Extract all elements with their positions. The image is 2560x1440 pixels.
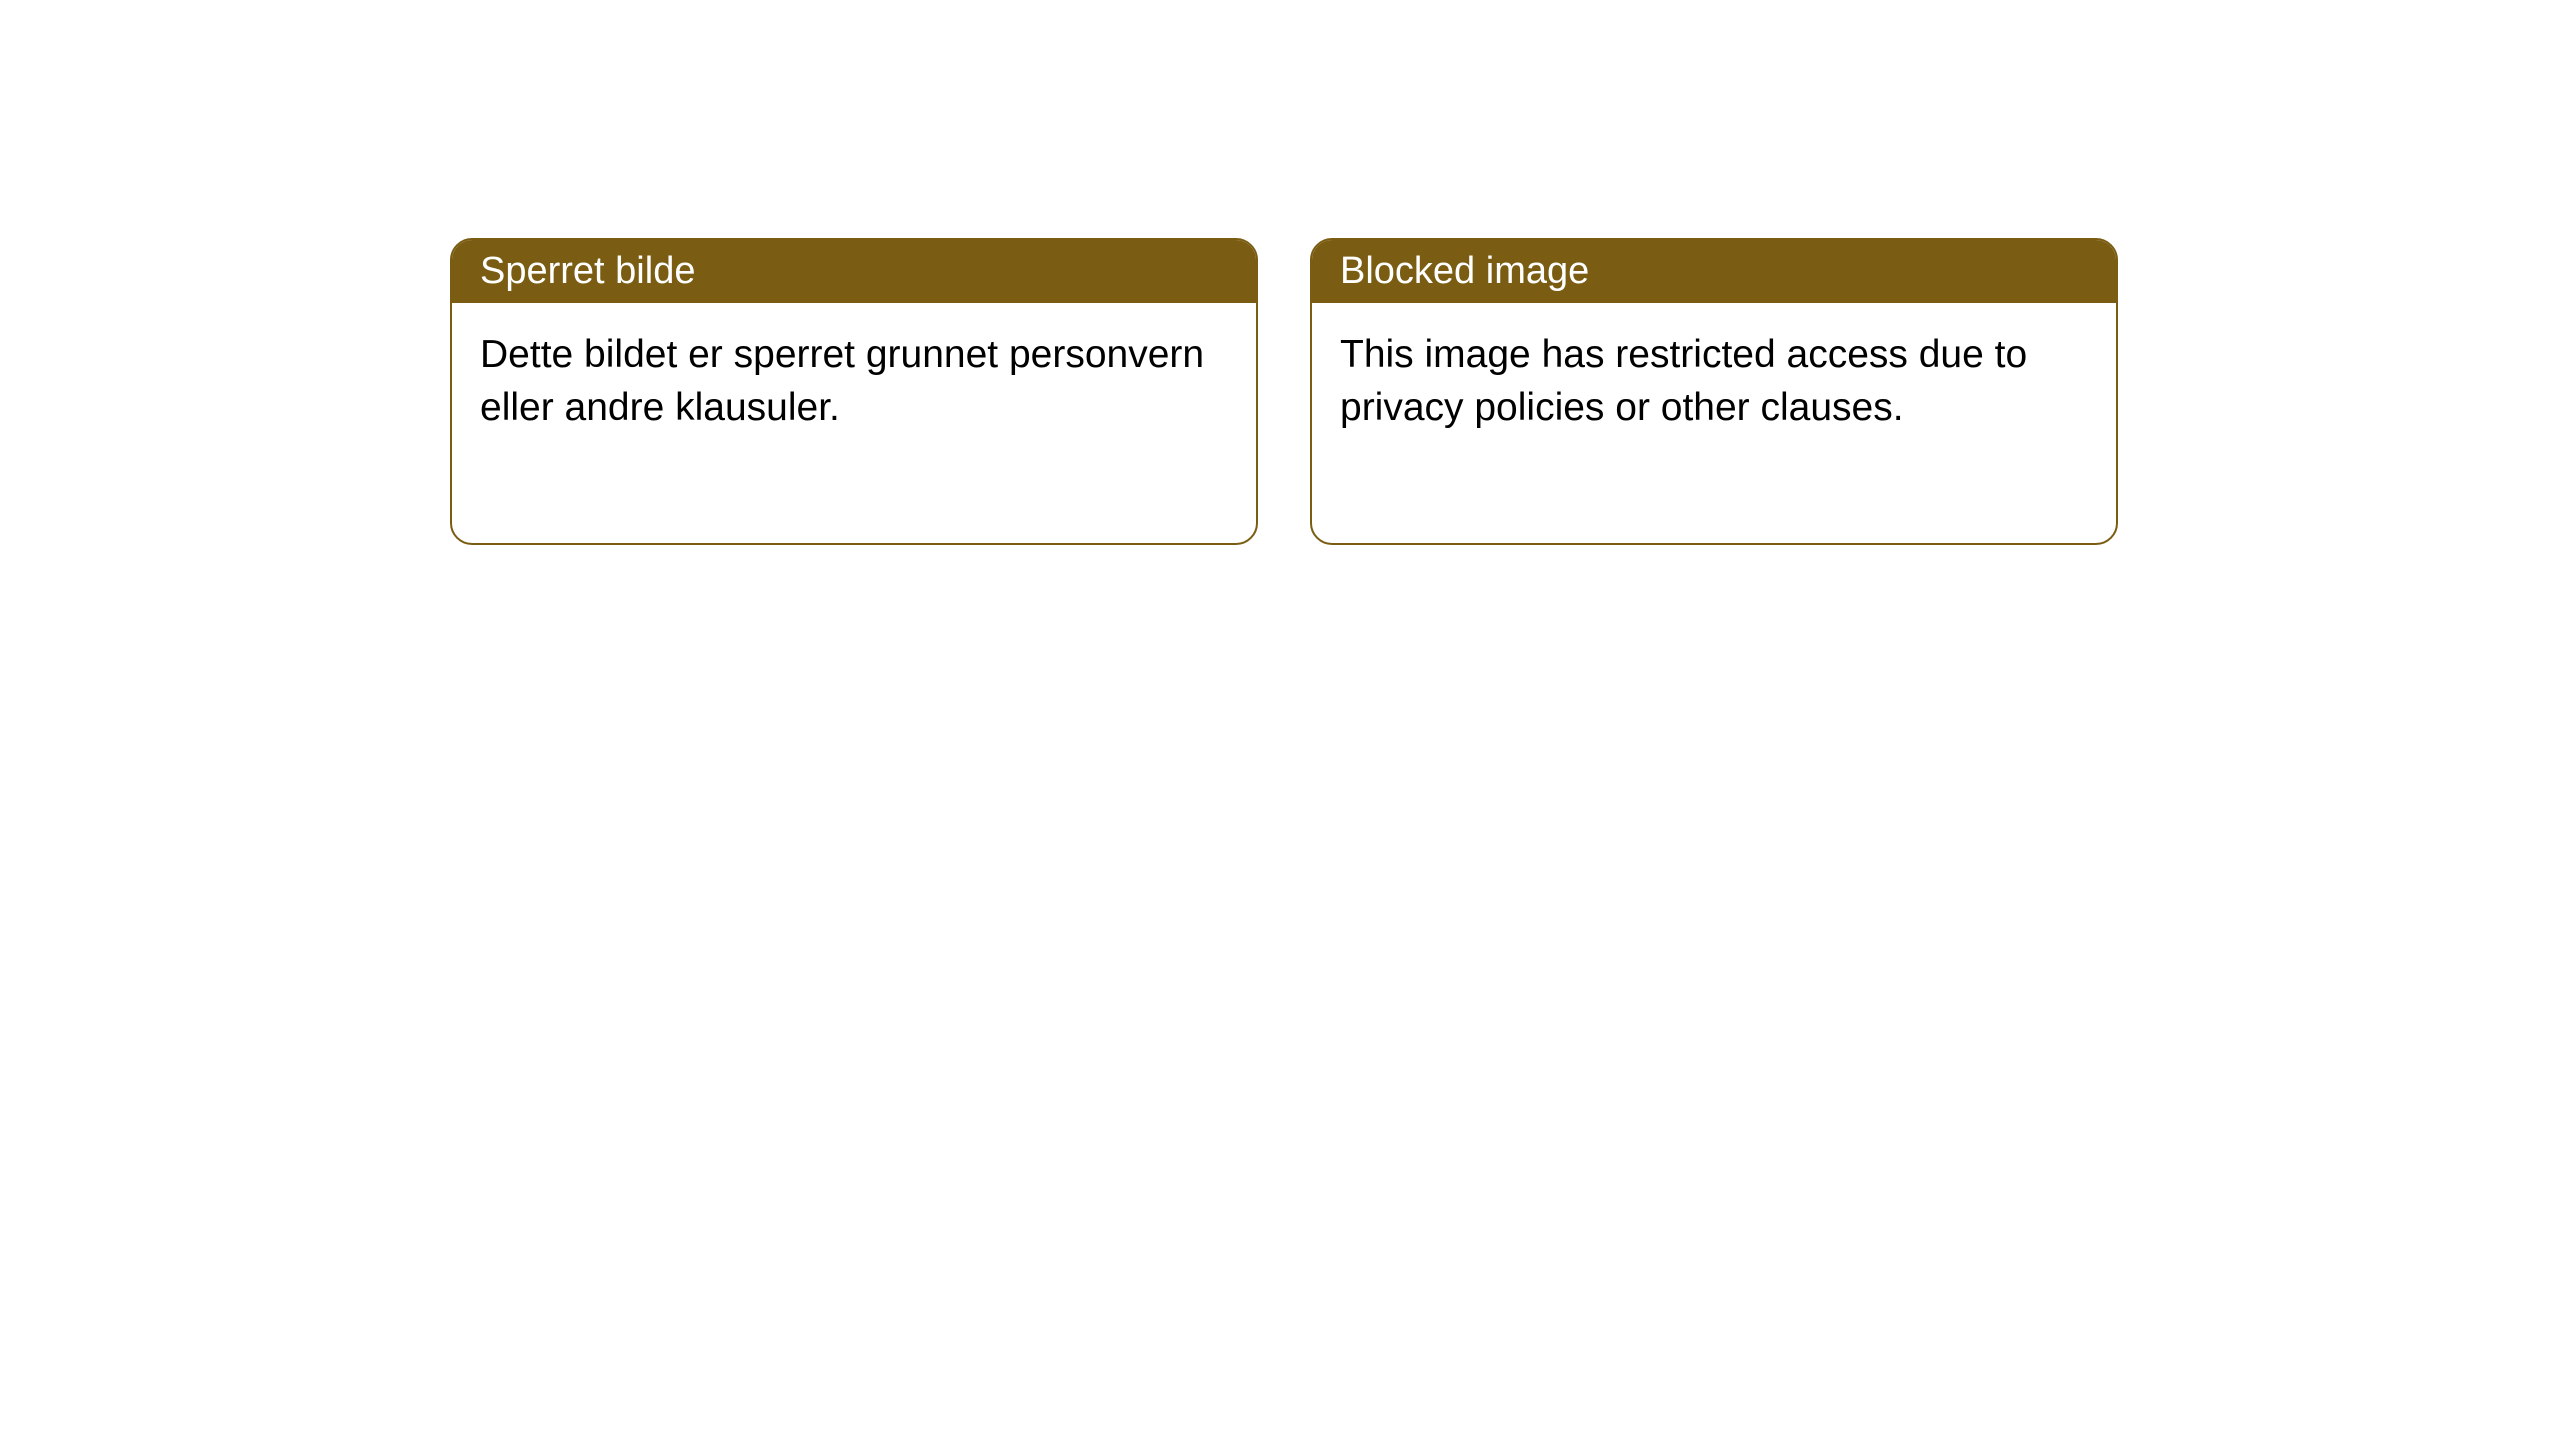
notice-card-text: This image has restricted access due to … [1340, 333, 2027, 429]
notice-card-title: Sperret bilde [480, 250, 695, 292]
notice-card-header: Sperret bilde [452, 240, 1256, 303]
notice-card-title: Blocked image [1340, 250, 1589, 292]
notice-container: Sperret bilde Dette bildet er sperret gr… [450, 238, 2118, 545]
notice-card-body: This image has restricted access due to … [1312, 303, 2116, 543]
notice-card-no: Sperret bilde Dette bildet er sperret gr… [450, 238, 1258, 545]
notice-card-en: Blocked image This image has restricted … [1310, 238, 2118, 545]
notice-card-text: Dette bildet er sperret grunnet personve… [480, 333, 1204, 429]
notice-card-body: Dette bildet er sperret grunnet personve… [452, 303, 1256, 543]
notice-card-header: Blocked image [1312, 240, 2116, 303]
